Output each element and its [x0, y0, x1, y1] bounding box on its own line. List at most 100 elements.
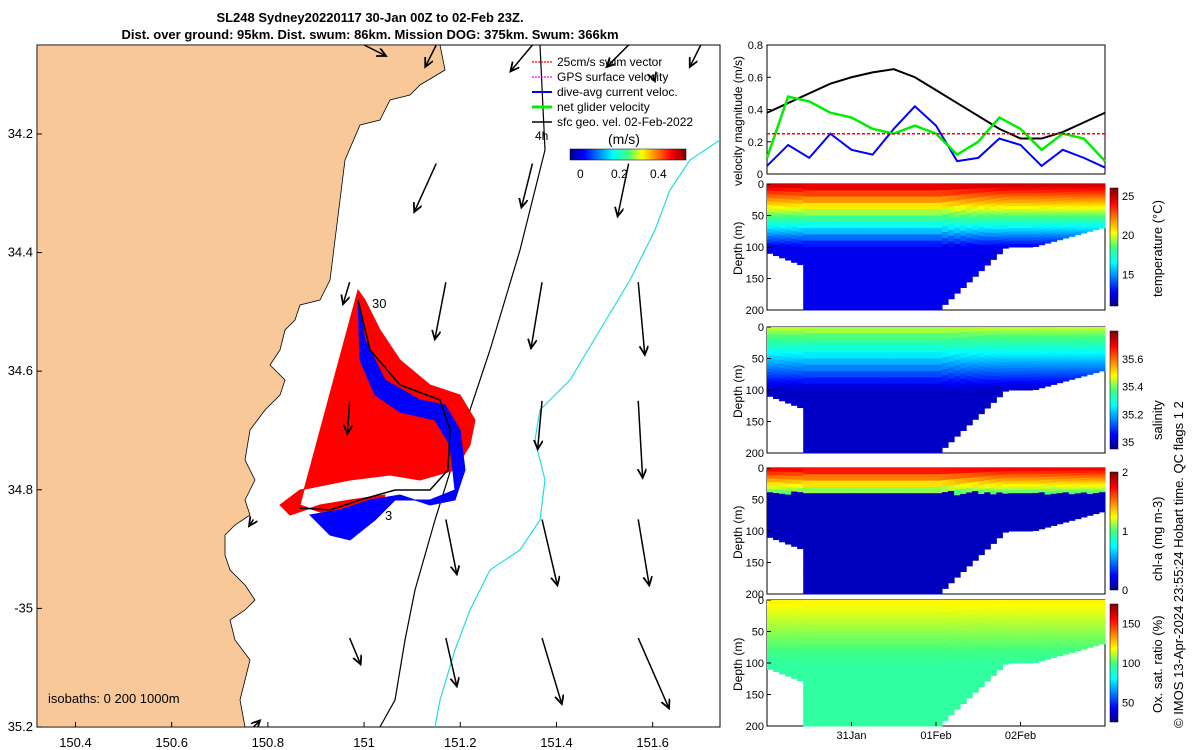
section-cell	[1062, 340, 1070, 344]
section-cell	[990, 342, 997, 347]
section-cell	[972, 359, 979, 365]
section-cell	[791, 674, 798, 679]
section-cell	[1092, 615, 1100, 619]
section-cell	[1068, 207, 1076, 211]
section-cell	[851, 480, 859, 488]
geo-vector-arrow	[637, 519, 649, 585]
section-cell	[1020, 628, 1028, 632]
section-cell	[881, 681, 889, 689]
section-cell	[1056, 354, 1064, 359]
section-cell	[990, 630, 997, 635]
section-cell	[845, 408, 852, 416]
section-cell	[899, 518, 907, 526]
section-cell	[1026, 383, 1034, 388]
section-cell	[905, 377, 913, 385]
section-cell	[797, 228, 804, 233]
section-cell	[1026, 386, 1034, 391]
section-cell	[942, 504, 949, 511]
section-cell	[1098, 505, 1106, 509]
section-cell	[869, 656, 877, 664]
section-cell	[1074, 643, 1082, 647]
section-cell	[809, 581, 816, 589]
section-cell	[869, 587, 877, 595]
section-cell	[966, 512, 973, 518]
section-cell	[809, 408, 816, 416]
section-cell	[1080, 327, 1088, 330]
section-cell	[827, 694, 834, 702]
section-cell	[923, 512, 931, 519]
section-cell	[887, 600, 895, 607]
section-cell	[839, 719, 846, 727]
section-cell	[923, 272, 931, 279]
section-cell	[1044, 344, 1052, 349]
section-cell	[1014, 342, 1021, 347]
section-cell	[845, 713, 852, 721]
section-cell	[773, 610, 780, 615]
section-cell	[1056, 515, 1064, 519]
section-cell	[881, 247, 889, 254]
section-cell	[1098, 509, 1106, 513]
section-cell	[1080, 186, 1088, 190]
section-cell	[839, 694, 846, 702]
section-cell	[899, 505, 907, 513]
section-cell	[1020, 336, 1028, 341]
section-cell	[791, 522, 798, 528]
section-cell	[911, 434, 919, 441]
section-cell	[839, 228, 846, 235]
section-cell	[893, 606, 901, 614]
section-cell	[954, 233, 961, 240]
section-cell	[984, 472, 991, 477]
section-cell	[785, 615, 792, 620]
section-cell	[779, 538, 786, 543]
section-cell	[815, 327, 822, 334]
section-cell	[809, 415, 816, 422]
section-cell	[869, 184, 877, 191]
section-cell	[845, 446, 852, 454]
section-cell	[966, 361, 973, 367]
section-cell	[845, 486, 852, 494]
colorbar-tick-label: 50	[1122, 697, 1134, 709]
section-cell	[996, 481, 1003, 486]
section-cell	[785, 483, 792, 488]
section-cell	[1062, 476, 1070, 480]
section-cell	[1026, 196, 1034, 201]
section-cell	[905, 184, 913, 191]
section-cell	[839, 202, 846, 210]
section-cell	[857, 618, 865, 626]
section-cell	[1056, 501, 1064, 505]
section-cell	[911, 440, 919, 448]
section-cell	[821, 284, 828, 292]
section-cell	[996, 485, 1003, 490]
section-cell	[1062, 484, 1070, 488]
section-cell	[984, 399, 991, 405]
section-cell	[875, 272, 883, 279]
section-cell	[1020, 240, 1028, 245]
section-cell	[905, 600, 913, 607]
section-cell	[887, 240, 895, 248]
section-cell	[966, 252, 973, 258]
section-cell	[978, 485, 985, 491]
section-cell	[936, 675, 943, 683]
section-cell	[821, 524, 828, 532]
section-cell	[767, 372, 774, 377]
section-cell	[960, 277, 967, 283]
section-cell	[869, 612, 877, 620]
section-cell	[827, 278, 834, 286]
section-cell	[1086, 498, 1094, 502]
section-cell	[954, 425, 961, 432]
section-cell	[773, 603, 780, 608]
section-cell	[936, 358, 943, 366]
section-cell	[911, 390, 919, 397]
section-cell	[1050, 611, 1058, 615]
section-cell	[779, 519, 786, 524]
section-cell	[857, 446, 865, 454]
section-cell	[827, 512, 834, 519]
section-cell	[1098, 351, 1106, 354]
section-cell	[1080, 366, 1088, 370]
section-ytick-label: 100	[746, 385, 764, 397]
section-cell	[893, 719, 901, 727]
section-cell	[929, 215, 937, 223]
section-cell	[1098, 329, 1106, 332]
section-cell	[978, 352, 985, 358]
section-cell	[911, 631, 919, 639]
